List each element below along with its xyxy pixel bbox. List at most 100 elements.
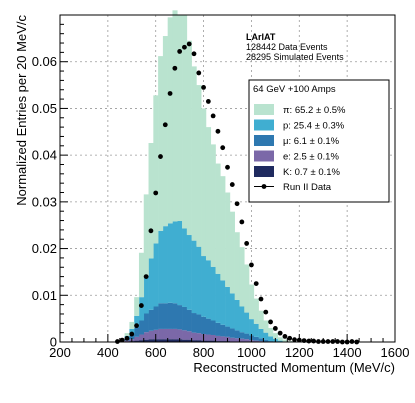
data-point <box>148 228 154 234</box>
bar <box>167 328 173 340</box>
bar <box>191 240 197 314</box>
bar <box>148 309 154 331</box>
bar <box>182 330 188 340</box>
bar <box>277 337 283 341</box>
bar <box>239 338 245 342</box>
bar <box>191 332 197 341</box>
bar <box>225 192 231 287</box>
bar <box>277 340 283 342</box>
x-tick-label: 1000 <box>237 345 266 360</box>
bar <box>124 333 130 336</box>
bar <box>143 332 149 340</box>
bar <box>244 264 250 313</box>
bar <box>244 339 250 342</box>
legend-swatch <box>254 104 274 115</box>
info-line-1: 128442 Data Events <box>246 42 328 52</box>
y-tick-label: 0.06 <box>32 54 57 69</box>
bar <box>177 329 183 340</box>
bar <box>253 323 259 337</box>
bar <box>186 339 192 342</box>
data-point <box>167 91 173 96</box>
bar <box>234 338 240 342</box>
info-box: LArIAT 128442 Data Events 28295 Simulate… <box>246 32 344 62</box>
legend-swatch <box>254 119 274 131</box>
bar <box>205 334 212 341</box>
bar <box>148 258 154 310</box>
data-point <box>268 319 273 325</box>
data-point <box>292 337 297 343</box>
bar <box>186 309 192 332</box>
data-point <box>182 44 187 50</box>
data-point <box>191 51 197 57</box>
bar <box>129 321 135 329</box>
bar <box>162 339 168 342</box>
bar <box>229 211 235 294</box>
bar <box>134 315 140 328</box>
bar <box>196 246 202 315</box>
bar <box>134 297 140 316</box>
bar <box>201 316 207 335</box>
bar <box>263 339 269 342</box>
bar <box>201 256 207 317</box>
bar <box>182 306 188 331</box>
data-point <box>311 338 317 344</box>
bar <box>196 333 202 341</box>
x-tick-label: 600 <box>145 345 167 360</box>
bar <box>253 336 259 341</box>
x-tick-label: 1600 <box>381 345 410 360</box>
bar <box>258 310 264 329</box>
data-point <box>196 70 202 76</box>
bar <box>225 326 231 337</box>
bar <box>143 276 149 314</box>
bar <box>129 334 135 340</box>
bar <box>196 314 202 334</box>
bar <box>258 328 264 339</box>
bar <box>138 297 145 321</box>
bar <box>143 313 149 333</box>
bar <box>134 336 140 341</box>
data-point <box>177 49 183 54</box>
bar <box>148 330 154 340</box>
bar <box>225 286 231 327</box>
bar <box>182 228 188 307</box>
bar <box>249 319 255 336</box>
bar <box>253 298 259 324</box>
data-point <box>138 303 144 308</box>
bar <box>158 328 164 340</box>
x-tick-label: 800 <box>193 345 215 360</box>
legend-swatch <box>254 135 274 146</box>
bar <box>220 336 226 342</box>
data-point <box>263 309 269 315</box>
data-point <box>129 331 135 337</box>
data-point <box>229 182 235 187</box>
bar <box>239 247 245 307</box>
bar <box>138 252 145 298</box>
bar <box>162 226 168 304</box>
axis-ticks <box>59 23 396 343</box>
bar <box>153 95 159 244</box>
bar <box>158 56 164 231</box>
info-title: LArIAT <box>246 32 276 42</box>
bar <box>210 266 216 321</box>
bar <box>191 340 197 342</box>
bar <box>153 243 159 307</box>
bar <box>162 36 168 227</box>
legend-item: π: 65.2 ± 0.5% <box>254 104 346 116</box>
y-tick-label: 0.01 <box>32 288 57 303</box>
y-axis-title: Normalized Entries per 20 MeV/c <box>14 15 29 206</box>
legend-label: e: 2.5 ± 0.1% <box>283 152 339 163</box>
bar <box>239 306 245 333</box>
data-point <box>205 99 211 104</box>
data-point <box>215 128 221 134</box>
y-tick-label: 0.03 <box>32 194 57 209</box>
data-point <box>124 335 130 341</box>
bar <box>167 339 173 342</box>
bar <box>220 176 226 281</box>
bar <box>205 318 212 335</box>
x-tick-label: 1400 <box>333 345 362 360</box>
legend-label: K: 0.7 ± 0.1% <box>283 167 341 178</box>
bar <box>177 15 183 222</box>
bar <box>215 322 221 336</box>
legend-swatch <box>254 166 274 177</box>
y-tick-label: 0.05 <box>32 101 57 116</box>
